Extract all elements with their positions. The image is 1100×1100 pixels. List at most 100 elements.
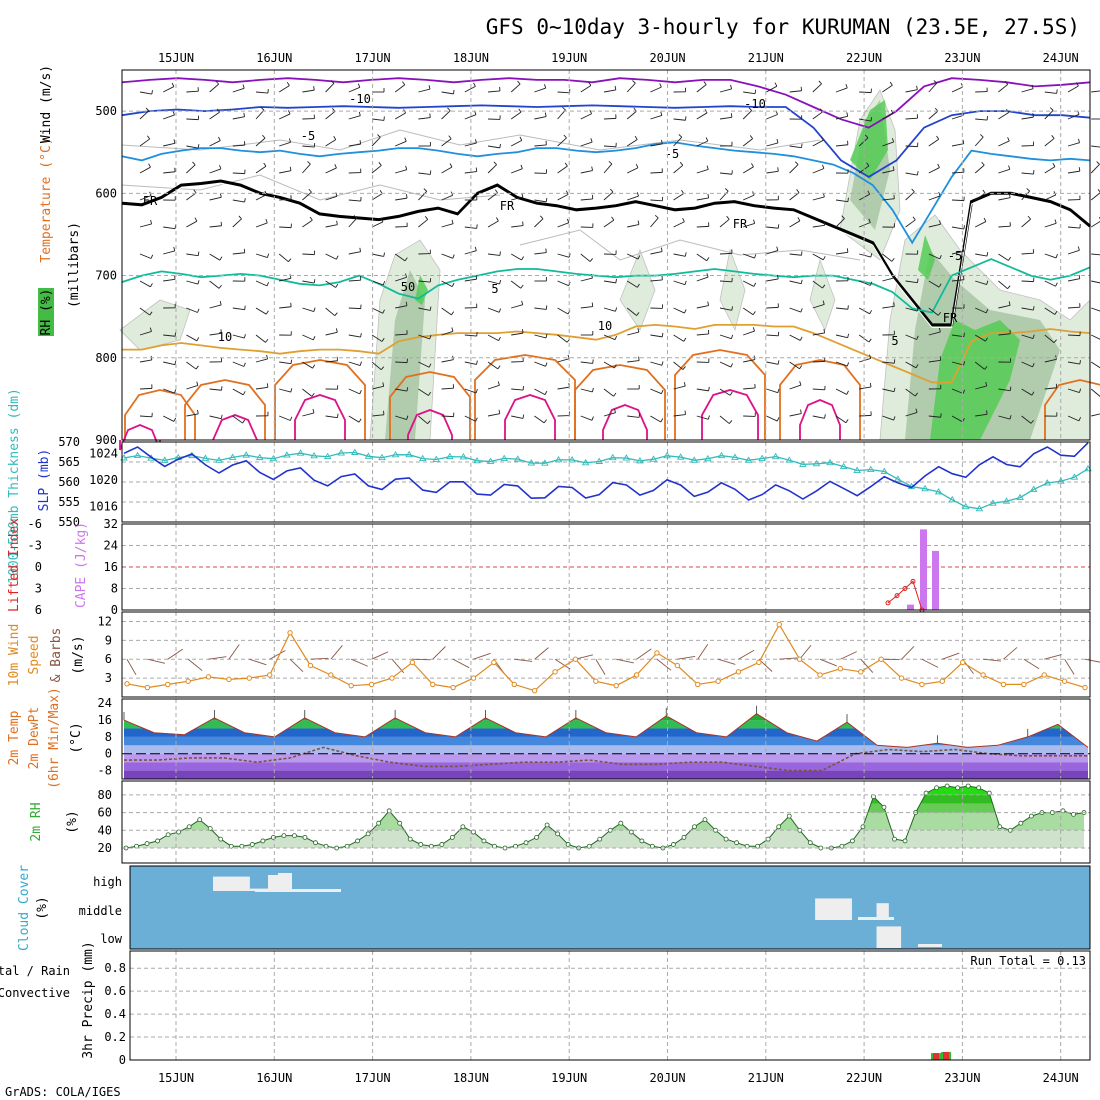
wind-barb (279, 361, 292, 365)
thickness-point (1016, 493, 1024, 501)
wind-barb (163, 278, 176, 282)
wind-barb-flag (1009, 386, 1012, 391)
wind-barb-flag (637, 255, 641, 260)
wind-barb-flag (1053, 339, 1057, 344)
wind-barb-flag (493, 161, 497, 165)
wind-barb (1044, 253, 1057, 259)
wind-barb (394, 253, 406, 262)
wind-barb-flag (173, 139, 176, 144)
wind-barb-flag (151, 90, 153, 95)
wind-barb (974, 136, 984, 147)
wind10-speed-point (735, 669, 742, 675)
wind-barb (882, 84, 893, 93)
wind-barb-flag (333, 136, 337, 140)
wind-barb-flag (684, 309, 687, 314)
wind-barb (1067, 113, 1080, 120)
wind10-barb (371, 651, 389, 660)
wind-barb (673, 221, 685, 228)
wind-barb (905, 191, 915, 201)
wind-barb (789, 334, 801, 341)
thickness-point (554, 455, 563, 463)
cloud-panel-frame (129, 865, 1091, 950)
wind-barb (1067, 361, 1080, 365)
wind-barb (673, 164, 684, 174)
wind-barb-flag (289, 166, 292, 171)
wind-barb-flag (776, 417, 780, 422)
date-label-top-23jun: 23JUN (944, 51, 980, 65)
thickness-point (826, 458, 834, 466)
wind-barb-flag (660, 111, 663, 116)
temp-contour-minus-5 (121, 141, 1091, 245)
wind-barb (928, 331, 941, 336)
precip-run-total: Run Total = 0.13 (970, 954, 1086, 968)
wind-barb (139, 166, 151, 174)
temp2m-units-label: (°C) (69, 722, 84, 753)
wind-barb (371, 334, 383, 342)
wind-barb (487, 280, 500, 285)
wind-barb-flag (796, 189, 800, 193)
wind10-speed-point (368, 681, 375, 688)
wind-barb (603, 307, 616, 312)
wind-barb (441, 223, 454, 228)
temp-color-band (124, 753, 1088, 763)
wind-barb (511, 225, 524, 228)
wind-barb-flag (406, 387, 409, 392)
rh-tick-label: 80 (98, 788, 112, 802)
wind-barb-flag (986, 280, 989, 285)
rh2m-point (849, 838, 855, 844)
wind-barb-flag (449, 163, 453, 168)
wind-barb-flag (636, 192, 639, 197)
wind-barb (186, 413, 199, 417)
wind10-speed-point (226, 676, 232, 683)
rh-tick-label: 40 (98, 823, 112, 837)
wind-barb-flag (453, 89, 455, 94)
wind-barb (302, 145, 315, 148)
millibars-axis-label: (millibars) (67, 222, 82, 308)
temp-contour-20-lobe (212, 414, 258, 441)
wind-barb (186, 118, 199, 121)
wind-barb-flag (636, 312, 640, 316)
wind-barb-flag (358, 418, 362, 423)
wind-barb-flag (983, 217, 987, 222)
wind-barb-flag (242, 391, 246, 396)
cape-axis-label: CAPE (J/kg) (74, 522, 89, 608)
wind-barb (835, 415, 847, 424)
wind-barb-flag (496, 217, 499, 222)
wind-barb (626, 307, 637, 316)
wind10-barb (249, 658, 267, 666)
wind10-barb (717, 658, 736, 665)
wind-barb (812, 196, 825, 201)
wind-barb (255, 91, 268, 94)
wind-barb (139, 110, 150, 120)
wind-barb (1044, 222, 1057, 228)
wind-barb (1067, 388, 1080, 393)
wind-barb (928, 280, 940, 288)
rh2m-point (218, 836, 224, 842)
rh2m-point (165, 832, 171, 838)
wind-barb (255, 137, 266, 147)
thickness-point (758, 454, 766, 461)
thickness-point (432, 455, 441, 462)
thickness-point (989, 499, 997, 506)
wind-barb-flag (360, 333, 362, 338)
wind-barb (395, 388, 408, 392)
wind-barb-flag (846, 390, 849, 395)
wind-barb-flag (1008, 256, 1012, 261)
wind-barb (441, 110, 451, 120)
wind-barb (859, 386, 872, 390)
wind-barb (789, 384, 802, 390)
wind-barb (1090, 220, 1100, 228)
wind-barb (1044, 110, 1054, 120)
wind-barb (719, 307, 732, 311)
rh2m-point (418, 842, 424, 847)
thickness-point (337, 449, 346, 456)
wind-barb-flag (654, 214, 659, 219)
wind-barb (951, 415, 963, 423)
wind-barb-flag (939, 220, 941, 225)
wind-barb (209, 415, 222, 420)
wind-barb (719, 415, 730, 424)
wind10-barb (126, 658, 137, 676)
wind-barb-flag (963, 361, 966, 366)
wind-barb-flag (933, 80, 938, 84)
wind-barb-flag (637, 220, 640, 225)
